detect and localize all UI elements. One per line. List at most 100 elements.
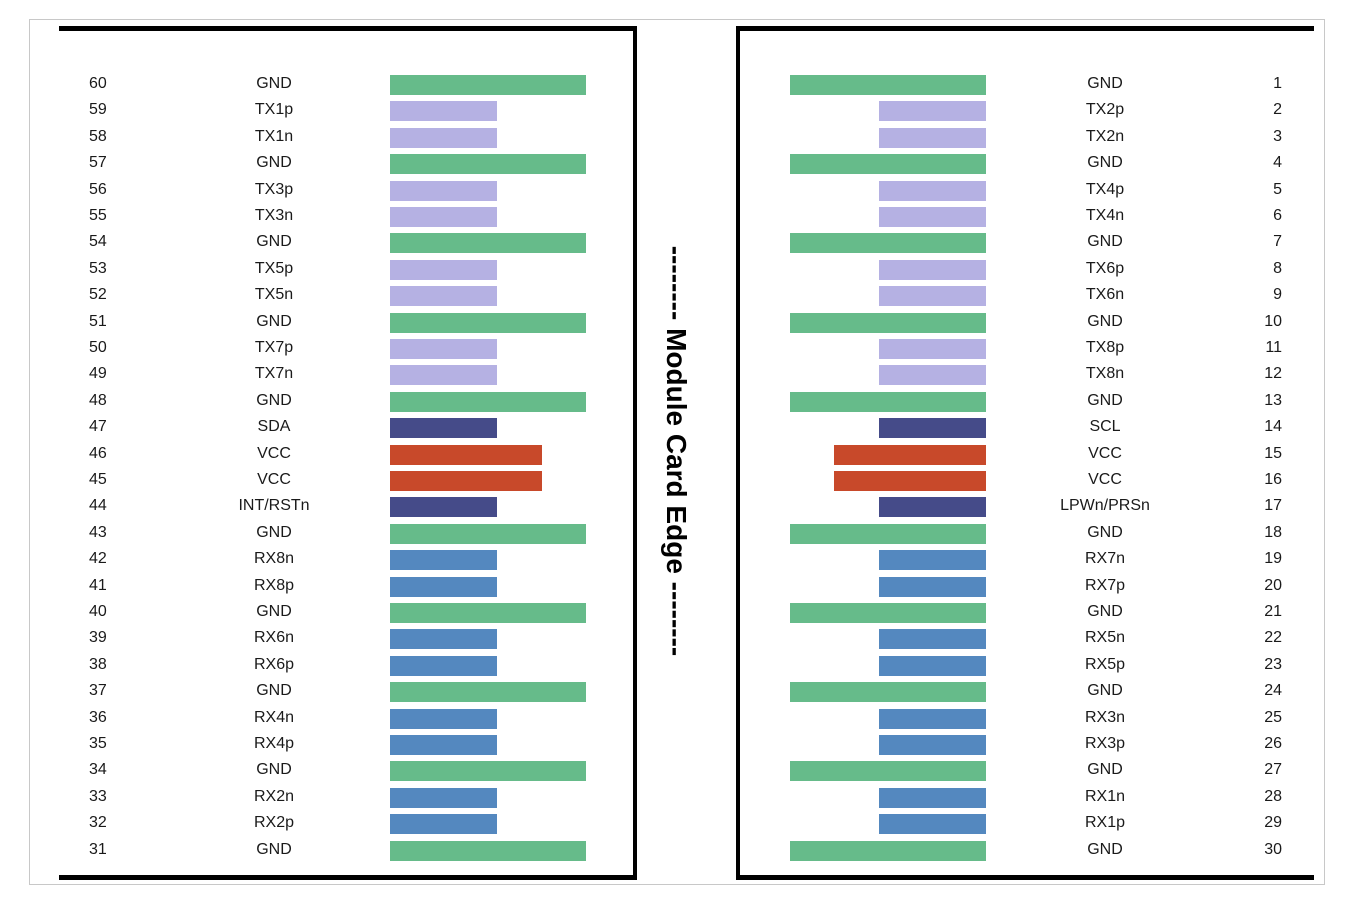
pin-row: 10 GND <box>740 309 1318 335</box>
pin-number: 7 <box>1273 233 1282 251</box>
pin-contact-bar-ctrl <box>879 497 986 518</box>
pin-signal-name: TX4n <box>1085 207 1125 224</box>
pin-row: 46 VCC <box>59 441 637 467</box>
pin-signal-name: RX4n <box>253 708 295 726</box>
pin-number: 42 <box>89 550 107 568</box>
pin-number: 4 <box>1273 154 1282 172</box>
pin-signal-name: TX8n <box>1085 365 1125 383</box>
pin-row: 22 RX5n <box>740 625 1318 651</box>
pin-row: 12 TX8n <box>740 361 1318 387</box>
pin-row: 56 TX3p <box>59 177 637 203</box>
pin-number: 8 <box>1273 259 1282 277</box>
pin-contact-bar-tx <box>390 101 497 122</box>
pin-signal-name: GND <box>256 233 292 251</box>
pin-number: 6 <box>1273 207 1282 224</box>
pin-signal-name: INT/RSTn <box>238 497 310 515</box>
pin-contact-bar-tx <box>879 127 986 148</box>
pin-contact-bar-tx <box>879 339 986 359</box>
pin-signal-name: TX8p <box>1085 339 1125 356</box>
pin-row: 24 GND <box>740 678 1318 704</box>
pin-signal-name: GND <box>256 391 292 409</box>
pin-contact-bar-rx <box>390 655 497 676</box>
pin-number: 60 <box>89 75 107 92</box>
pin-number: 53 <box>89 259 107 277</box>
pin-contact-bar-tx <box>390 127 497 148</box>
pin-row: 26 RX3p <box>740 731 1318 757</box>
pin-number: 34 <box>89 761 107 779</box>
pin-number: 27 <box>1264 761 1282 779</box>
pin-contact-bar-rx <box>390 735 497 755</box>
pin-number: 47 <box>89 418 107 436</box>
pin-signal-name: TX2n <box>1085 127 1125 145</box>
pin-row: 21 GND <box>740 599 1318 625</box>
pin-row: 35 RX4p <box>59 731 637 757</box>
card-edge-label: -------- Module Card Edge -------- <box>661 245 692 657</box>
pin-row: 17 LPWn/PRSn <box>740 493 1318 519</box>
pin-number: 22 <box>1264 629 1282 647</box>
pin-contact-bar-tx <box>390 207 497 227</box>
pin-row: 25 RX3n <box>740 705 1318 731</box>
pin-signal-name: TX6p <box>1085 259 1125 277</box>
pin-contact-bar-tx <box>879 365 986 386</box>
pin-contact-bar-rx <box>879 655 986 676</box>
pin-contact-bar-tx <box>390 180 497 201</box>
pin-contact-bar-tx <box>879 259 986 280</box>
pin-row: 27 GND <box>740 757 1318 783</box>
pin-contact-bar-gnd <box>390 603 586 623</box>
pin-number: 36 <box>89 708 107 726</box>
pin-number: 21 <box>1264 603 1282 620</box>
pin-contact-bar-gnd <box>390 233 586 254</box>
pin-number: 57 <box>89 154 107 172</box>
pin-signal-name: RX2n <box>253 787 295 805</box>
pin-number: 19 <box>1264 550 1282 568</box>
pin-row: 55 TX3n <box>59 203 637 229</box>
pin-contact-bar-rx <box>390 814 497 835</box>
pin-signal-name: GND <box>1087 75 1123 92</box>
pin-row: 54 GND <box>59 229 637 255</box>
pin-contact-bar-gnd <box>790 391 986 412</box>
pin-signal-name: GND <box>256 312 292 330</box>
pin-number: 30 <box>1264 840 1282 858</box>
pin-signal-name: VCC <box>257 471 291 488</box>
pin-number: 12 <box>1264 365 1282 383</box>
pin-contact-bar-gnd <box>790 761 986 782</box>
pin-contact-bar-vcc <box>834 444 986 465</box>
pin-row: 37 GND <box>59 678 637 704</box>
pin-number: 50 <box>89 339 107 356</box>
pin-number: 51 <box>89 312 107 330</box>
pin-contact-bar-rx <box>879 629 986 650</box>
pin-contact-bar-gnd <box>390 523 586 544</box>
pin-number: 9 <box>1273 286 1282 304</box>
pin-row: 44 INT/RSTn <box>59 493 637 519</box>
pin-contact-bar-gnd <box>390 391 586 412</box>
pin-signal-name: GND <box>256 154 292 172</box>
pin-number: 45 <box>89 471 107 488</box>
pin-contact-bar-vcc <box>834 471 986 491</box>
pin-contact-bar-tx <box>390 286 497 307</box>
pin-signal-name: LPWn/PRSn <box>1060 497 1150 515</box>
pin-row: 43 GND <box>59 520 637 546</box>
pin-contact-bar-gnd <box>390 312 586 333</box>
pin-contact-bar-gnd <box>790 840 986 861</box>
outer-frame <box>29 19 1325 885</box>
pin-row: 34 GND <box>59 757 637 783</box>
pin-number: 1 <box>1273 75 1282 92</box>
pin-contact-bar-tx <box>390 339 497 359</box>
pin-contact-bar-rx <box>390 629 497 650</box>
pin-contact-bar-gnd <box>790 603 986 623</box>
pin-signal-name: GND <box>256 75 292 92</box>
pin-number: 14 <box>1264 418 1282 436</box>
pin-signal-name: TX2p <box>1085 101 1125 119</box>
pin-row: 32 RX2p <box>59 810 637 836</box>
pin-row: 52 TX5n <box>59 282 637 308</box>
pin-number: 39 <box>89 629 107 647</box>
pin-contact-bar-tx <box>390 259 497 280</box>
pin-row: 18 GND <box>740 520 1318 546</box>
pin-number: 23 <box>1264 655 1282 673</box>
pin-signal-name: GND <box>1087 233 1123 251</box>
pin-signal-name: GND <box>256 840 292 858</box>
pin-contact-bar-rx <box>390 576 497 597</box>
pin-number: 2 <box>1273 101 1282 119</box>
pin-row: 59 TX1p <box>59 97 637 123</box>
